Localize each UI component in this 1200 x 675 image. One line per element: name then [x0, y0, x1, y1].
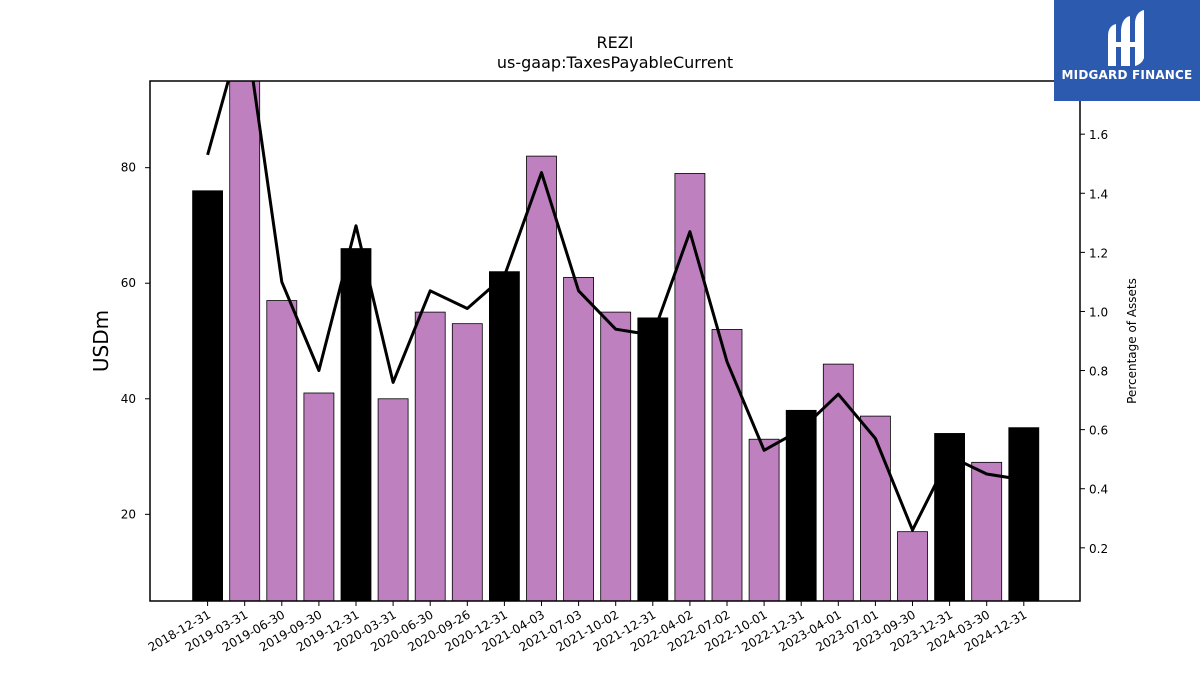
bar-2022-10-01	[748, 438, 780, 601]
bar-2019-06-30	[266, 300, 298, 601]
bar-2021-12-31	[637, 317, 669, 601]
pct-series-line	[206, 81, 1025, 532]
plot-frame	[149, 80, 1081, 602]
bar-2023-09-30	[897, 531, 928, 601]
y-tick-label: 60	[121, 276, 136, 290]
chart-title: REZI	[597, 33, 634, 52]
y2-tick-label: 0.6	[1089, 424, 1108, 438]
y-tick-label: 20	[121, 507, 136, 521]
bar-2020-12-31	[488, 271, 520, 601]
bar-2020-06-30	[414, 311, 446, 601]
y2-axis-label: Percentage of Assets	[1125, 278, 1139, 404]
bar-2021-10-02	[600, 311, 632, 601]
y2-tick-label: 0.8	[1089, 365, 1108, 379]
right-axis: 0.2 0.4 0.6 0.8 1.0 1.2 1.4 1.6	[1080, 128, 1108, 556]
y2-tick-label: 1.2	[1089, 246, 1108, 260]
y2-tick-label: 1.4	[1089, 187, 1108, 201]
bar-2019-09-30	[303, 392, 335, 601]
bar-2022-04-02	[674, 173, 706, 601]
y2-tick-label: 1.0	[1089, 305, 1108, 319]
bar-2021-04-03	[526, 155, 557, 601]
bar-2023-04-01	[822, 363, 854, 601]
y2-tick-label: 1.6	[1089, 128, 1108, 142]
bar-2024-12-31	[1008, 427, 1040, 601]
bars	[192, 81, 1040, 601]
bar-2019-03-31	[229, 81, 261, 601]
bar-2021-07-03	[563, 277, 594, 601]
pct-line	[206, 81, 1025, 532]
logo-mark-icon	[1108, 10, 1144, 66]
left-axis: 20 40 60 80	[121, 161, 150, 521]
y-axis-label: USDm	[89, 310, 113, 372]
bar-2022-12-31	[785, 409, 817, 601]
x-axis: 2018-12-312019-03-312019-06-302019-09-30…	[146, 601, 1029, 654]
y-tick-label: 40	[121, 392, 136, 406]
bar-2022-07-02	[711, 329, 743, 601]
logo-text: MIDGARD FINANCE	[1061, 68, 1193, 82]
y-tick-label: 80	[121, 161, 136, 175]
bar-2020-09-26	[451, 323, 483, 601]
y2-tick-label: 0.2	[1089, 542, 1108, 556]
bar-2019-12-31	[340, 248, 372, 601]
y2-tick-label: 0.4	[1089, 483, 1108, 497]
bar-2018-12-31	[192, 190, 224, 601]
chart-subtitle: us-gaap:TaxesPayableCurrent	[497, 53, 733, 72]
bar-2023-07-01	[860, 415, 891, 601]
bar-2024-03-30	[971, 461, 1003, 601]
midgard-finance-logo: MIDGARD FINANCE	[1054, 0, 1200, 101]
bar-2020-03-31	[377, 398, 409, 601]
